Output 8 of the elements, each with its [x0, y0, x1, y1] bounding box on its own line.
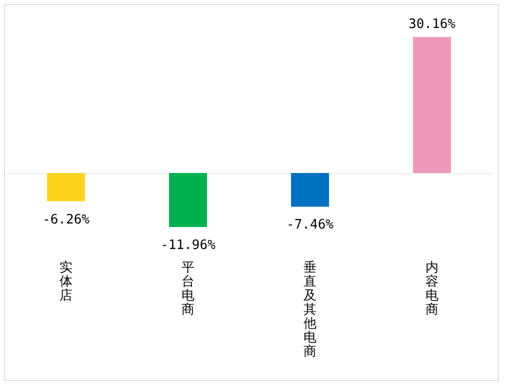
data-label: -6.26% [42, 212, 90, 228]
data-label: -11.96% [160, 238, 216, 253]
x-tick-label: 平台电商 [182, 260, 194, 318]
x-tick-label: 垂直及其他电商 [304, 260, 316, 360]
x-tick-label: 实体店 [60, 260, 72, 304]
data-label: 30.16% [408, 17, 456, 32]
data-label: -7.46% [286, 218, 334, 233]
x-tick-label: 内容电商 [426, 260, 438, 318]
